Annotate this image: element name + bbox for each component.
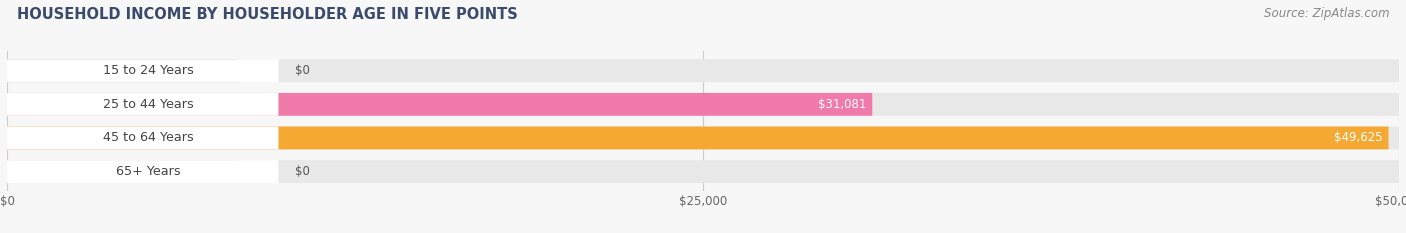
Text: $0: $0 xyxy=(295,64,311,77)
Text: 15 to 24 Years: 15 to 24 Years xyxy=(103,64,194,77)
Text: 45 to 64 Years: 45 to 64 Years xyxy=(103,131,194,144)
Text: HOUSEHOLD INCOME BY HOUSEHOLDER AGE IN FIVE POINTS: HOUSEHOLD INCOME BY HOUSEHOLDER AGE IN F… xyxy=(17,7,517,22)
Text: Source: ZipAtlas.com: Source: ZipAtlas.com xyxy=(1264,7,1389,20)
FancyBboxPatch shape xyxy=(7,59,1399,82)
FancyBboxPatch shape xyxy=(7,93,278,116)
FancyBboxPatch shape xyxy=(7,59,238,82)
Text: 65+ Years: 65+ Years xyxy=(115,165,180,178)
FancyBboxPatch shape xyxy=(7,93,872,116)
Text: 25 to 44 Years: 25 to 44 Years xyxy=(103,98,194,111)
Text: $49,625: $49,625 xyxy=(1334,131,1384,144)
FancyBboxPatch shape xyxy=(7,160,278,183)
FancyBboxPatch shape xyxy=(7,127,1399,149)
FancyBboxPatch shape xyxy=(7,127,1389,149)
FancyBboxPatch shape xyxy=(7,59,278,82)
FancyBboxPatch shape xyxy=(7,127,278,149)
Text: $31,081: $31,081 xyxy=(818,98,866,111)
FancyBboxPatch shape xyxy=(7,93,1399,116)
Text: $0: $0 xyxy=(295,165,311,178)
FancyBboxPatch shape xyxy=(7,160,238,183)
FancyBboxPatch shape xyxy=(7,160,1399,183)
